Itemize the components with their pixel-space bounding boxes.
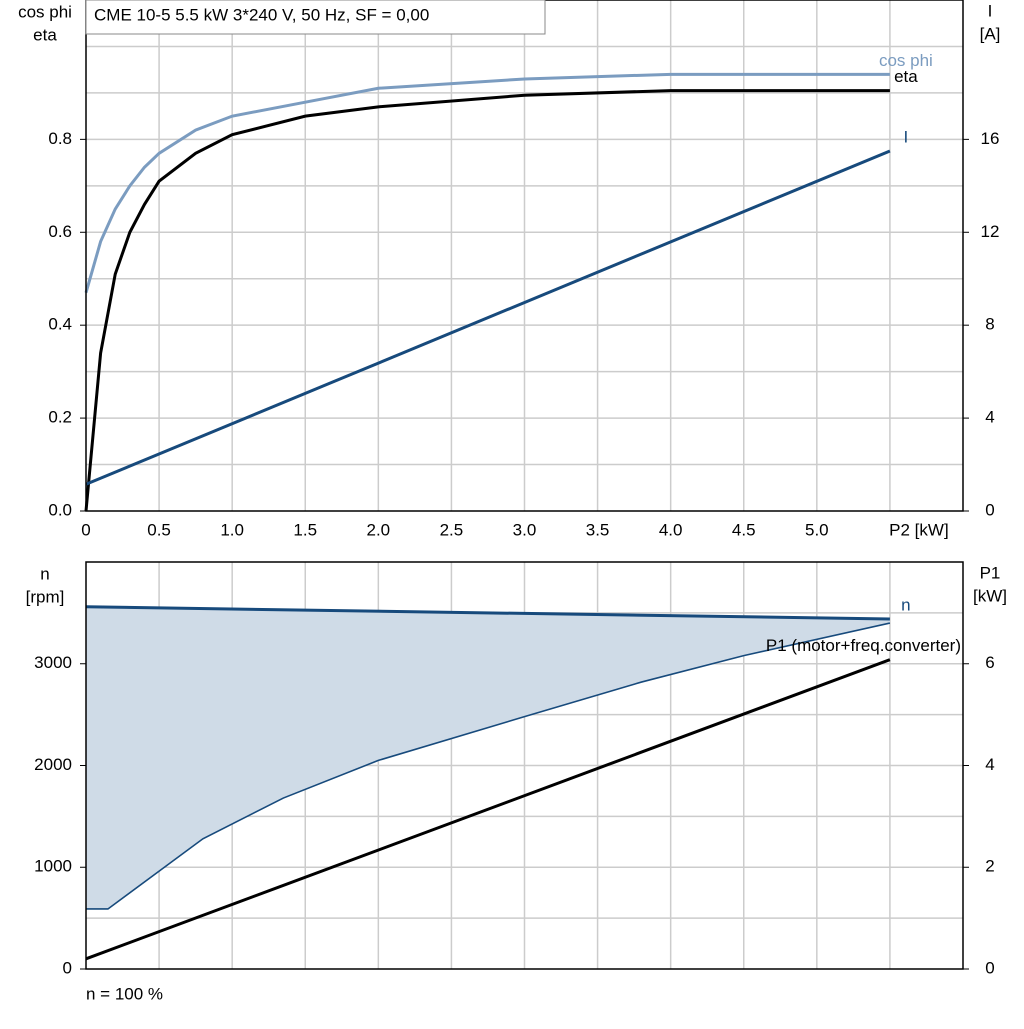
header: CME 10-5 5.5 kW 3*240 V, 50 Hz, SF = 0,0… [94,5,429,24]
y2-tick-label: 8 [985,315,994,334]
series-line [85,658,891,961]
y2-tick-label: 2 [985,857,994,876]
x-tick-label: 1.5 [293,520,317,539]
y-axis-label: cos phi [18,2,72,21]
x-tick-label: 1.0 [220,520,244,539]
series-label: eta [894,67,918,86]
y-axis-label: eta [33,25,57,44]
series-line [85,605,890,621]
x-tick-label: 0.5 [147,520,171,539]
series-line [84,89,890,512]
y-tick-label: 2000 [34,755,72,774]
x-tick-label: 2.0 [367,520,391,539]
range-area [86,606,890,909]
y2-tick-label: 4 [985,408,994,427]
series-label: P1 (motor+freq.converter) [766,636,961,655]
y2-axis-label: P1 [980,563,1001,582]
y2-tick-label: 16 [981,129,1000,148]
x-tick-label: 2.5 [440,520,464,539]
y-axis-label: [rpm] [26,587,65,606]
x-tick-label: P2 [kW] [889,520,949,539]
range-low-line [86,622,891,910]
x-tick-label: 0 [81,520,90,539]
y2-axis-label: [A] [980,24,1001,43]
x-tick-label: 4.0 [659,520,683,539]
y-tick-label: 1000 [34,857,72,876]
y-tick-label: 3000 [34,653,72,672]
y-tick-label: 0.4 [48,315,72,334]
footer: n = 100 % [86,984,163,1003]
header-box [85,0,546,35]
x-tick-label: 3.0 [513,520,537,539]
y2-tick-label: 0 [985,500,994,519]
y-tick-label: 0.0 [48,500,72,519]
plot-frame [85,561,964,970]
x-tick-label: 5.0 [805,520,829,539]
y-tick-label: 0.8 [48,129,72,148]
series-label: cos phi [879,51,933,70]
x-tick-label: 3.5 [586,520,610,539]
series-line [85,149,891,486]
y-axis-label: n [40,564,49,583]
y-tick-label: 0.2 [48,408,72,427]
plot-frame [85,0,964,512]
series-label: n [901,595,910,614]
y2-tick-label: 4 [985,755,994,774]
series-label: I [904,127,909,146]
y2-tick-label: 6 [985,653,994,672]
y2-axis-label: [kW] [973,586,1007,605]
y-tick-label: 0.6 [48,222,72,241]
y2-tick-label: 12 [981,222,1000,241]
y2-axis-label: I [988,1,993,20]
series-line [84,72,890,294]
y-tick-label: 0 [63,958,72,977]
x-tick-label: 4.5 [732,520,756,539]
y2-tick-label: 0 [985,958,994,977]
